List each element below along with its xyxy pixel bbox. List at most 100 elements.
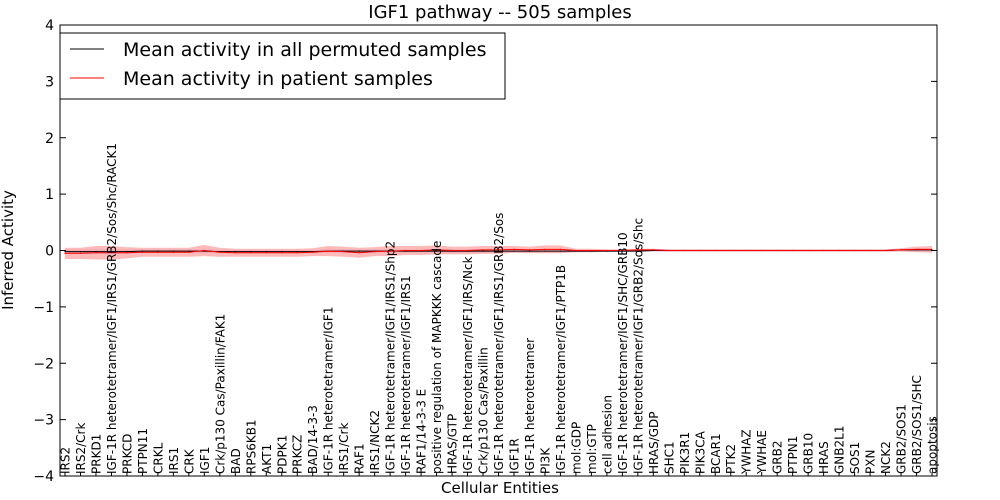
data-point-patient bbox=[312, 251, 314, 253]
y-axis-label: Inferred Activity bbox=[0, 190, 17, 310]
data-point-patient bbox=[776, 249, 778, 252]
data-point-patient bbox=[327, 250, 329, 252]
y-tick-label: 1 bbox=[45, 187, 54, 203]
data-point-permuted bbox=[250, 251, 252, 253]
data-point-patient bbox=[451, 249, 453, 252]
x-tick-label: IRS2/Crk bbox=[74, 423, 88, 474]
x-tick-label: IGF-1R heterotetramer/IGF1/IRS1/GRB2/Sos bbox=[492, 213, 506, 474]
data-point-patient bbox=[281, 252, 283, 254]
x-tick-label: BCAR1 bbox=[709, 433, 723, 474]
data-point-permuted bbox=[188, 250, 190, 252]
data-point-permuted bbox=[64, 251, 66, 253]
data-point-patient bbox=[652, 249, 654, 251]
data-point-permuted bbox=[544, 250, 546, 252]
data-point-patient bbox=[436, 249, 438, 251]
data-point-permuted bbox=[637, 250, 639, 252]
data-point-patient bbox=[699, 249, 701, 252]
data-point-patient bbox=[885, 249, 887, 252]
data-point-patient bbox=[900, 249, 902, 251]
x-tick-label: IGF-1R heterotetramer/IGF1/IRS1/GRB2/Sos… bbox=[105, 143, 119, 474]
data-point-patient bbox=[730, 249, 732, 252]
data-point-patient bbox=[296, 252, 298, 254]
data-point-patient bbox=[931, 248, 933, 250]
data-point-patient bbox=[250, 252, 252, 254]
data-point-patient bbox=[590, 249, 593, 252]
plot-frame bbox=[59, 24, 938, 477]
data-point-patient bbox=[915, 248, 918, 250]
data-point-permuted bbox=[559, 250, 562, 252]
x-tick-label: IRS1/Crk bbox=[337, 423, 351, 474]
data-point-patient bbox=[528, 249, 531, 251]
x-tick-label: RAF1 bbox=[353, 443, 367, 474]
data-point-patient bbox=[188, 251, 190, 253]
x-tick-label: PIK3R1 bbox=[678, 432, 692, 474]
data-point-patient bbox=[559, 248, 562, 250]
x-tick-label: PDPK1 bbox=[275, 435, 289, 474]
data-point-patient bbox=[219, 251, 221, 253]
data-point-patient bbox=[544, 248, 546, 250]
x-tick-label: IRS2 bbox=[59, 447, 73, 474]
data-point-permuted bbox=[265, 251, 267, 253]
x-tick-label: IGF1R bbox=[508, 438, 522, 474]
x-tick-label: NCK2 bbox=[879, 441, 893, 474]
x-tick-label: AKT1 bbox=[260, 444, 274, 474]
y-tick-label: −1 bbox=[33, 300, 54, 316]
legend-label: Mean activity in patient samples bbox=[123, 68, 433, 90]
data-point-permuted bbox=[234, 251, 236, 253]
data-point-permuted bbox=[281, 251, 283, 253]
x-tick-label: SHC1 bbox=[662, 441, 676, 474]
x-tick-label: PRKCD bbox=[120, 434, 134, 474]
x-axis-tick-labels: IRS2 IRS2/Crk PRKD1 IGF-1R heterotetramer/I… bbox=[59, 143, 940, 476]
data-point-permuted bbox=[126, 251, 128, 253]
data-point-permuted bbox=[358, 250, 360, 252]
y-tick-label: 4 bbox=[45, 18, 54, 34]
x-tick-label: BAD/14-3-3 bbox=[306, 405, 320, 474]
data-point-patient bbox=[265, 252, 267, 254]
data-point-patient bbox=[234, 252, 236, 254]
x-tick-label: PTPN11 bbox=[136, 428, 150, 474]
data-point-patient bbox=[203, 249, 205, 252]
x-tick-label: PXN bbox=[864, 450, 878, 474]
x-tick-label: IGF-1R heterotetramer/IGF1/IRS1 bbox=[399, 275, 413, 474]
x-tick-label: GRB2/SOS1/SHC bbox=[910, 375, 924, 474]
data-point-patient bbox=[823, 249, 825, 252]
data-point-patient bbox=[343, 251, 345, 253]
y-tick-label: 3 bbox=[45, 74, 54, 90]
x-tick-label: PI3K bbox=[538, 447, 552, 474]
data-point-patient bbox=[110, 252, 112, 254]
x-tick-label: IGF-1R heterotetramer/IGF1/IRS1/Shp2 bbox=[384, 241, 398, 474]
data-point-patient bbox=[621, 249, 624, 252]
band-patient bbox=[65, 244, 932, 260]
data-point-patient bbox=[466, 249, 469, 252]
data-point-permuted bbox=[513, 250, 515, 252]
x-tick-label: GRB2 bbox=[771, 440, 785, 474]
data-point-permuted bbox=[95, 251, 97, 253]
data-point-patient bbox=[807, 249, 809, 252]
data-point-patient bbox=[497, 249, 500, 251]
x-tick-label: PRKCZ bbox=[291, 435, 305, 474]
x-tick-label: IGF-1R heterotetramer/IGF1/SHC/GRB10 bbox=[616, 232, 630, 474]
data-point-patient bbox=[683, 249, 685, 252]
x-tick-label: IGF-1R heterotetramer/IGF1/GRB2/Sos/Shc bbox=[631, 218, 645, 474]
x-tick-label: PRKD1 bbox=[90, 434, 104, 474]
x-tick-label: SOS1 bbox=[848, 442, 862, 474]
data-point-patient bbox=[761, 249, 763, 252]
data-point-patient bbox=[389, 250, 391, 252]
legend-box bbox=[59, 32, 506, 100]
x-tick-label: PIK3CA bbox=[693, 430, 707, 474]
x-tick-label: apoptosis bbox=[926, 416, 940, 474]
x-tick-label: BAD bbox=[229, 448, 243, 474]
x-tick-label: HRAS bbox=[817, 441, 831, 474]
data-point-patient bbox=[869, 249, 871, 252]
y-tick-label: −4 bbox=[33, 469, 54, 485]
x-tick-label: mol:GTP bbox=[585, 424, 599, 474]
x-tick-label: IGF-1R heterotetramer bbox=[523, 338, 537, 474]
x-tick-label: mol:GDP bbox=[569, 422, 583, 474]
x-tick-label: IRS1 bbox=[167, 447, 181, 474]
data-point-patient bbox=[95, 252, 97, 254]
data-point-patient bbox=[575, 249, 577, 252]
data-point-patient bbox=[420, 249, 422, 252]
x-tick-label: PTPN1 bbox=[786, 436, 800, 474]
data-point-permuted bbox=[172, 250, 174, 252]
